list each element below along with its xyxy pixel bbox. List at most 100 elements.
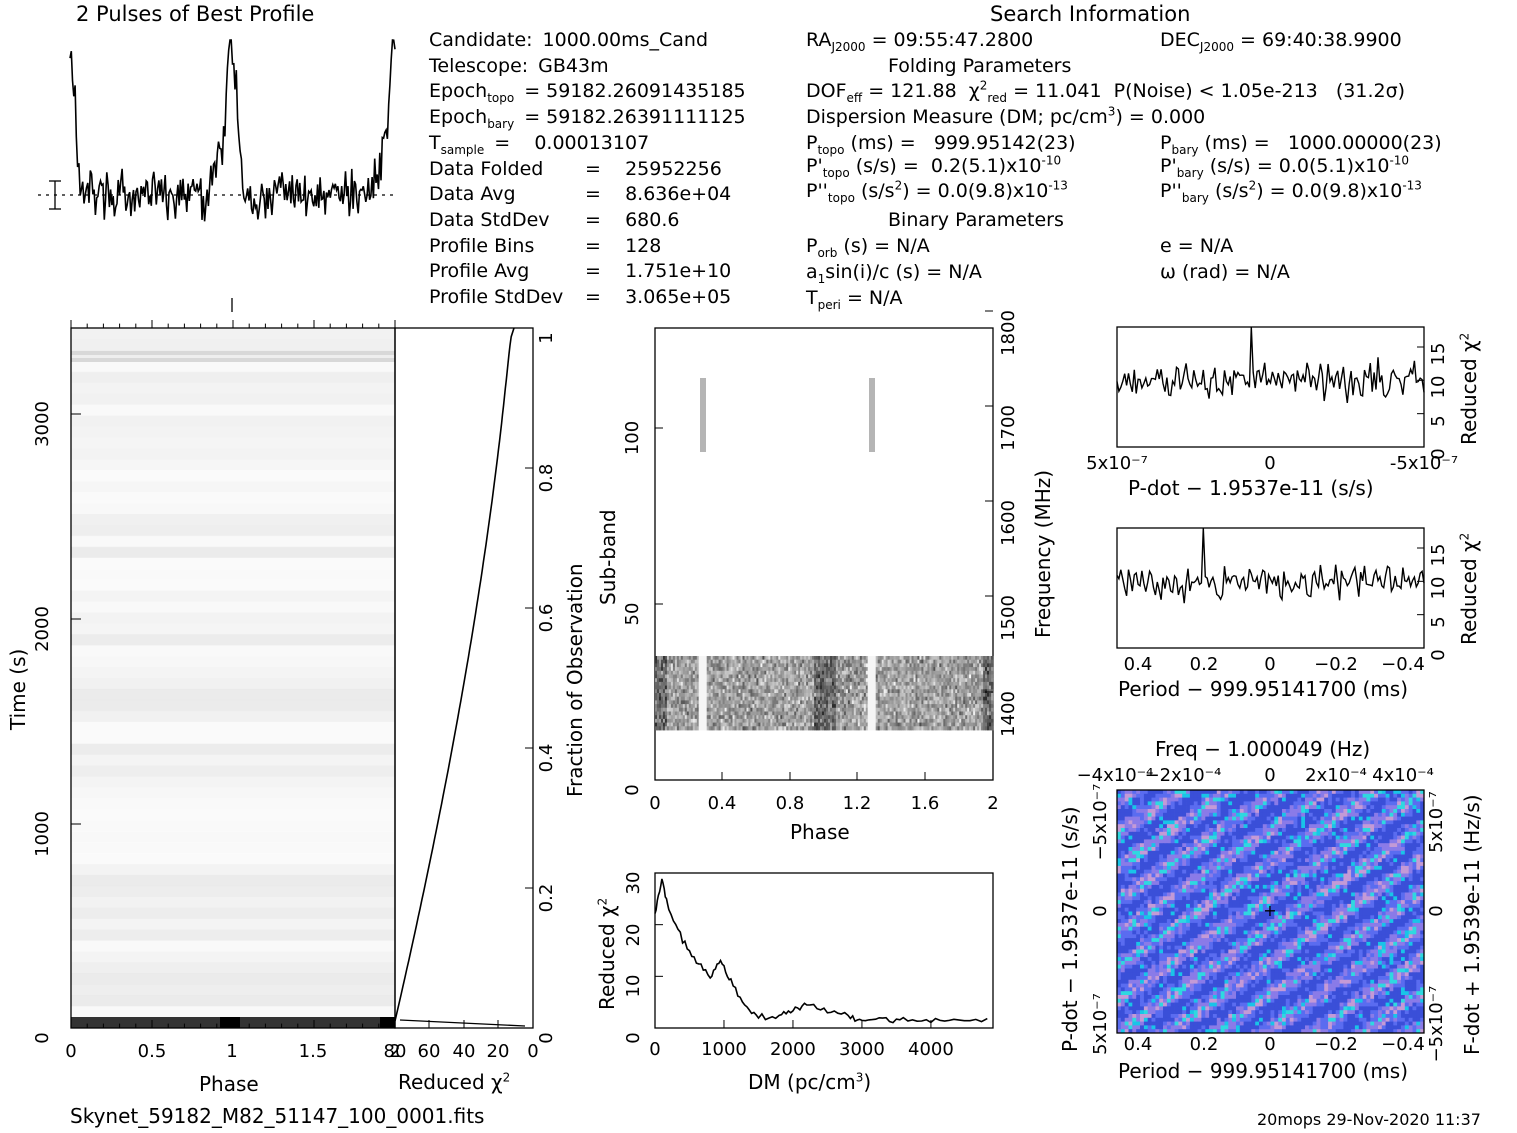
subband-cell xyxy=(702,704,706,709)
ppdot-cell xyxy=(1374,820,1379,825)
ppdot-cell xyxy=(1312,828,1317,833)
subband-cell xyxy=(804,681,807,686)
subband-cell xyxy=(730,700,733,705)
ppdot-cell xyxy=(1354,820,1360,825)
subband-cell xyxy=(863,726,867,731)
subband-cell xyxy=(947,704,950,709)
subband-cell xyxy=(694,681,698,686)
subband-cell xyxy=(849,681,853,686)
subband-cell xyxy=(885,704,888,709)
subband-cell xyxy=(770,696,773,701)
subband-cell xyxy=(963,685,966,690)
subband-cell xyxy=(680,707,684,712)
subband-cell xyxy=(907,704,910,709)
ppdot-cell xyxy=(1251,820,1256,825)
subband-cell xyxy=(706,674,710,679)
subband-cell xyxy=(736,726,739,731)
ppdot-cell xyxy=(1189,797,1195,802)
subband-cell xyxy=(722,707,725,712)
ppdot-cell xyxy=(1128,801,1133,806)
ppdot-cell xyxy=(1120,824,1126,829)
subband-cell xyxy=(758,715,761,720)
subband-cell xyxy=(909,722,912,727)
subband-cell xyxy=(822,674,825,679)
subband-cell xyxy=(776,715,779,720)
subband-cell xyxy=(877,674,881,679)
subband-cell xyxy=(921,678,924,683)
ppdot-cell xyxy=(1255,843,1260,848)
subband-cell xyxy=(738,715,741,720)
subband-cell xyxy=(909,696,912,701)
subband-cell xyxy=(720,656,723,661)
subband-cell xyxy=(680,704,684,709)
subband-cell xyxy=(752,693,755,698)
ppdot-cell xyxy=(1401,835,1406,840)
subband-cell xyxy=(766,685,769,690)
subband-cell xyxy=(700,707,704,712)
ppdot-cell xyxy=(1228,850,1233,855)
ppdot-cell xyxy=(1358,816,1364,821)
subband-cell xyxy=(666,704,670,709)
subband-cell xyxy=(905,678,908,683)
ppdot-cell xyxy=(1259,809,1264,814)
subband-cell xyxy=(684,685,688,690)
subband-cell xyxy=(706,670,710,675)
subband-cell xyxy=(841,656,845,661)
subband-cell xyxy=(708,715,712,720)
subband-cell xyxy=(794,707,797,712)
ppdot-cell xyxy=(1209,843,1214,848)
subband-cell xyxy=(748,670,751,675)
subband-cell xyxy=(855,685,859,690)
subband-cell xyxy=(712,674,716,679)
subband-cell xyxy=(732,659,735,664)
ppdot-cell xyxy=(1293,793,1298,798)
period-chi2-frame xyxy=(1116,527,1425,649)
subband-cell xyxy=(659,656,662,661)
ppdot-cell xyxy=(1182,793,1187,798)
subband-cell xyxy=(802,678,805,683)
subband-cell xyxy=(913,718,916,723)
subband-cell xyxy=(774,667,777,672)
subband-cell xyxy=(774,704,777,709)
subband-cell xyxy=(770,707,773,712)
subband-cell xyxy=(706,726,710,731)
subband-cell xyxy=(702,718,706,723)
subband-cell xyxy=(678,718,682,723)
subband-cell xyxy=(953,704,956,709)
subband-cell xyxy=(901,722,904,727)
subband-cell xyxy=(804,663,807,668)
subband-cell xyxy=(728,726,731,731)
subband-cell xyxy=(734,670,737,675)
ppdot-cell xyxy=(1147,816,1152,821)
subband-cell xyxy=(947,685,950,690)
subband-cell xyxy=(875,722,879,727)
subband-cell xyxy=(903,667,906,672)
subband-cell xyxy=(975,678,978,683)
subband-cell xyxy=(977,667,980,672)
subband-cell xyxy=(820,667,823,672)
time-row-band xyxy=(71,360,395,373)
subband-cell xyxy=(712,711,716,716)
subband-cell xyxy=(875,704,879,709)
ppdot-cell xyxy=(1274,812,1279,817)
subband-cell xyxy=(659,670,662,675)
ppdot-cell xyxy=(1239,828,1245,833)
ppdot-cell xyxy=(1140,847,1145,852)
ppdot-cell xyxy=(1343,847,1348,852)
subband-cell xyxy=(833,700,837,705)
subband-cell xyxy=(790,726,793,731)
ppdot-cell xyxy=(1362,839,1367,844)
subband-cell xyxy=(712,696,716,701)
subband-cell xyxy=(778,681,781,686)
subband-cell xyxy=(712,685,716,690)
subband-cell xyxy=(877,667,881,672)
subband-cell xyxy=(756,659,759,664)
subband-cell xyxy=(953,670,956,675)
ppdot-cell xyxy=(1381,824,1387,829)
ppdot-cell xyxy=(1316,847,1321,852)
subband-cell xyxy=(863,696,867,701)
ppdot-cell xyxy=(1416,805,1421,810)
subband-cell xyxy=(778,700,781,705)
subband-cell xyxy=(796,715,799,720)
ppdot-cell xyxy=(1189,854,1195,859)
